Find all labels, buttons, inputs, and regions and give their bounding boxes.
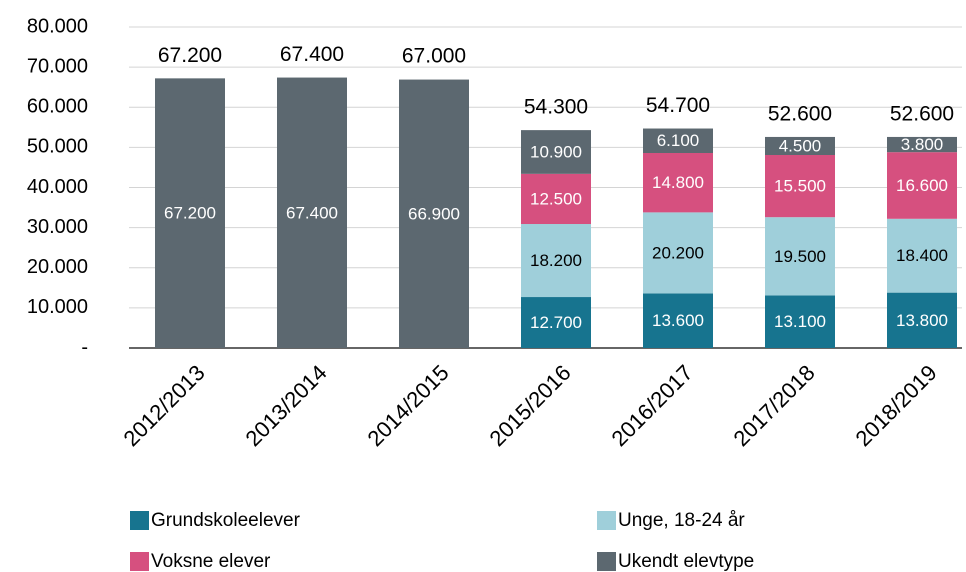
x-tick-label: 2015/2016 bbox=[484, 360, 575, 451]
total-label: 52.600 bbox=[768, 102, 832, 125]
x-tick-label: 2018/2019 bbox=[850, 360, 941, 451]
total-label: 54.700 bbox=[646, 94, 710, 117]
total-label: 54.300 bbox=[524, 96, 588, 119]
data-label: 4.500 bbox=[779, 136, 822, 155]
y-tick-label: 40.000 bbox=[27, 176, 88, 198]
bar-segment bbox=[643, 128, 713, 153]
data-label: 12.700 bbox=[530, 313, 582, 332]
data-label: 18.400 bbox=[896, 246, 948, 265]
total-label: 67.000 bbox=[402, 45, 466, 68]
data-label: 19.500 bbox=[774, 247, 826, 266]
bar-segment bbox=[765, 217, 835, 296]
bar-segment bbox=[643, 293, 713, 348]
bar-segment bbox=[521, 224, 591, 298]
legend-label: Voksne elever bbox=[151, 551, 271, 572]
data-label: 13.600 bbox=[652, 311, 704, 330]
data-label: 67.200 bbox=[164, 204, 216, 223]
data-label: 13.800 bbox=[896, 311, 948, 330]
x-tick-label: 2013/2014 bbox=[240, 360, 331, 451]
y-tick-label: 30.000 bbox=[27, 216, 88, 238]
data-label: 15.500 bbox=[774, 177, 826, 196]
bar-segment bbox=[521, 130, 591, 174]
bar-segment bbox=[643, 152, 713, 213]
y-tick-label: 70.000 bbox=[27, 55, 88, 77]
bar-segment bbox=[765, 136, 835, 155]
legend-swatch bbox=[597, 552, 616, 571]
data-label: 67.400 bbox=[286, 203, 338, 222]
bar-segment bbox=[765, 154, 835, 218]
legend-label: Grundskoleelever bbox=[151, 510, 301, 531]
total-label: 67.200 bbox=[158, 44, 222, 67]
data-label: 66.900 bbox=[408, 204, 460, 223]
bar-segment bbox=[887, 152, 957, 219]
y-tick-label: 20.000 bbox=[27, 256, 88, 278]
legend-label: Unge, 18-24 år bbox=[618, 510, 745, 531]
y-tick-label: 50.000 bbox=[27, 136, 88, 158]
bar-segment bbox=[887, 136, 957, 153]
bar-segment bbox=[643, 212, 713, 294]
x-tick-label: 2017/2018 bbox=[728, 360, 819, 451]
data-label: 6.100 bbox=[657, 131, 700, 150]
x-tick-label: 2016/2017 bbox=[606, 360, 697, 451]
data-label: 14.800 bbox=[652, 173, 704, 192]
bar-segment bbox=[155, 78, 225, 349]
bar-segment bbox=[399, 79, 469, 348]
data-label: 20.200 bbox=[652, 243, 704, 262]
legend-label: Ukendt elevtype bbox=[618, 551, 754, 572]
data-label: 10.900 bbox=[530, 142, 582, 161]
y-tick-label: 10.000 bbox=[27, 296, 88, 318]
bar-segment bbox=[277, 77, 347, 349]
x-tick-label: 2012/2013 bbox=[118, 360, 209, 451]
data-label: 16.600 bbox=[896, 176, 948, 195]
x-tick-label: 2014/2015 bbox=[362, 360, 453, 451]
data-label: 18.200 bbox=[530, 251, 582, 270]
data-label: 3.800 bbox=[901, 135, 944, 154]
bar-segment bbox=[887, 218, 957, 293]
total-label: 52.600 bbox=[890, 102, 954, 125]
y-tick-label: 60.000 bbox=[27, 96, 88, 118]
y-tick-label: 80.000 bbox=[27, 15, 88, 37]
legend-swatch bbox=[597, 511, 616, 530]
legend-swatch bbox=[130, 552, 149, 571]
total-label: 67.400 bbox=[280, 43, 344, 66]
data-label: 13.100 bbox=[774, 312, 826, 331]
bar-segment bbox=[521, 297, 591, 348]
y-tick-label: - bbox=[81, 336, 88, 358]
bar-segment bbox=[887, 292, 957, 348]
legend-swatch bbox=[130, 511, 149, 530]
bar-segment bbox=[765, 295, 835, 348]
data-label: 12.500 bbox=[530, 189, 582, 208]
bar-segment bbox=[521, 173, 591, 225]
